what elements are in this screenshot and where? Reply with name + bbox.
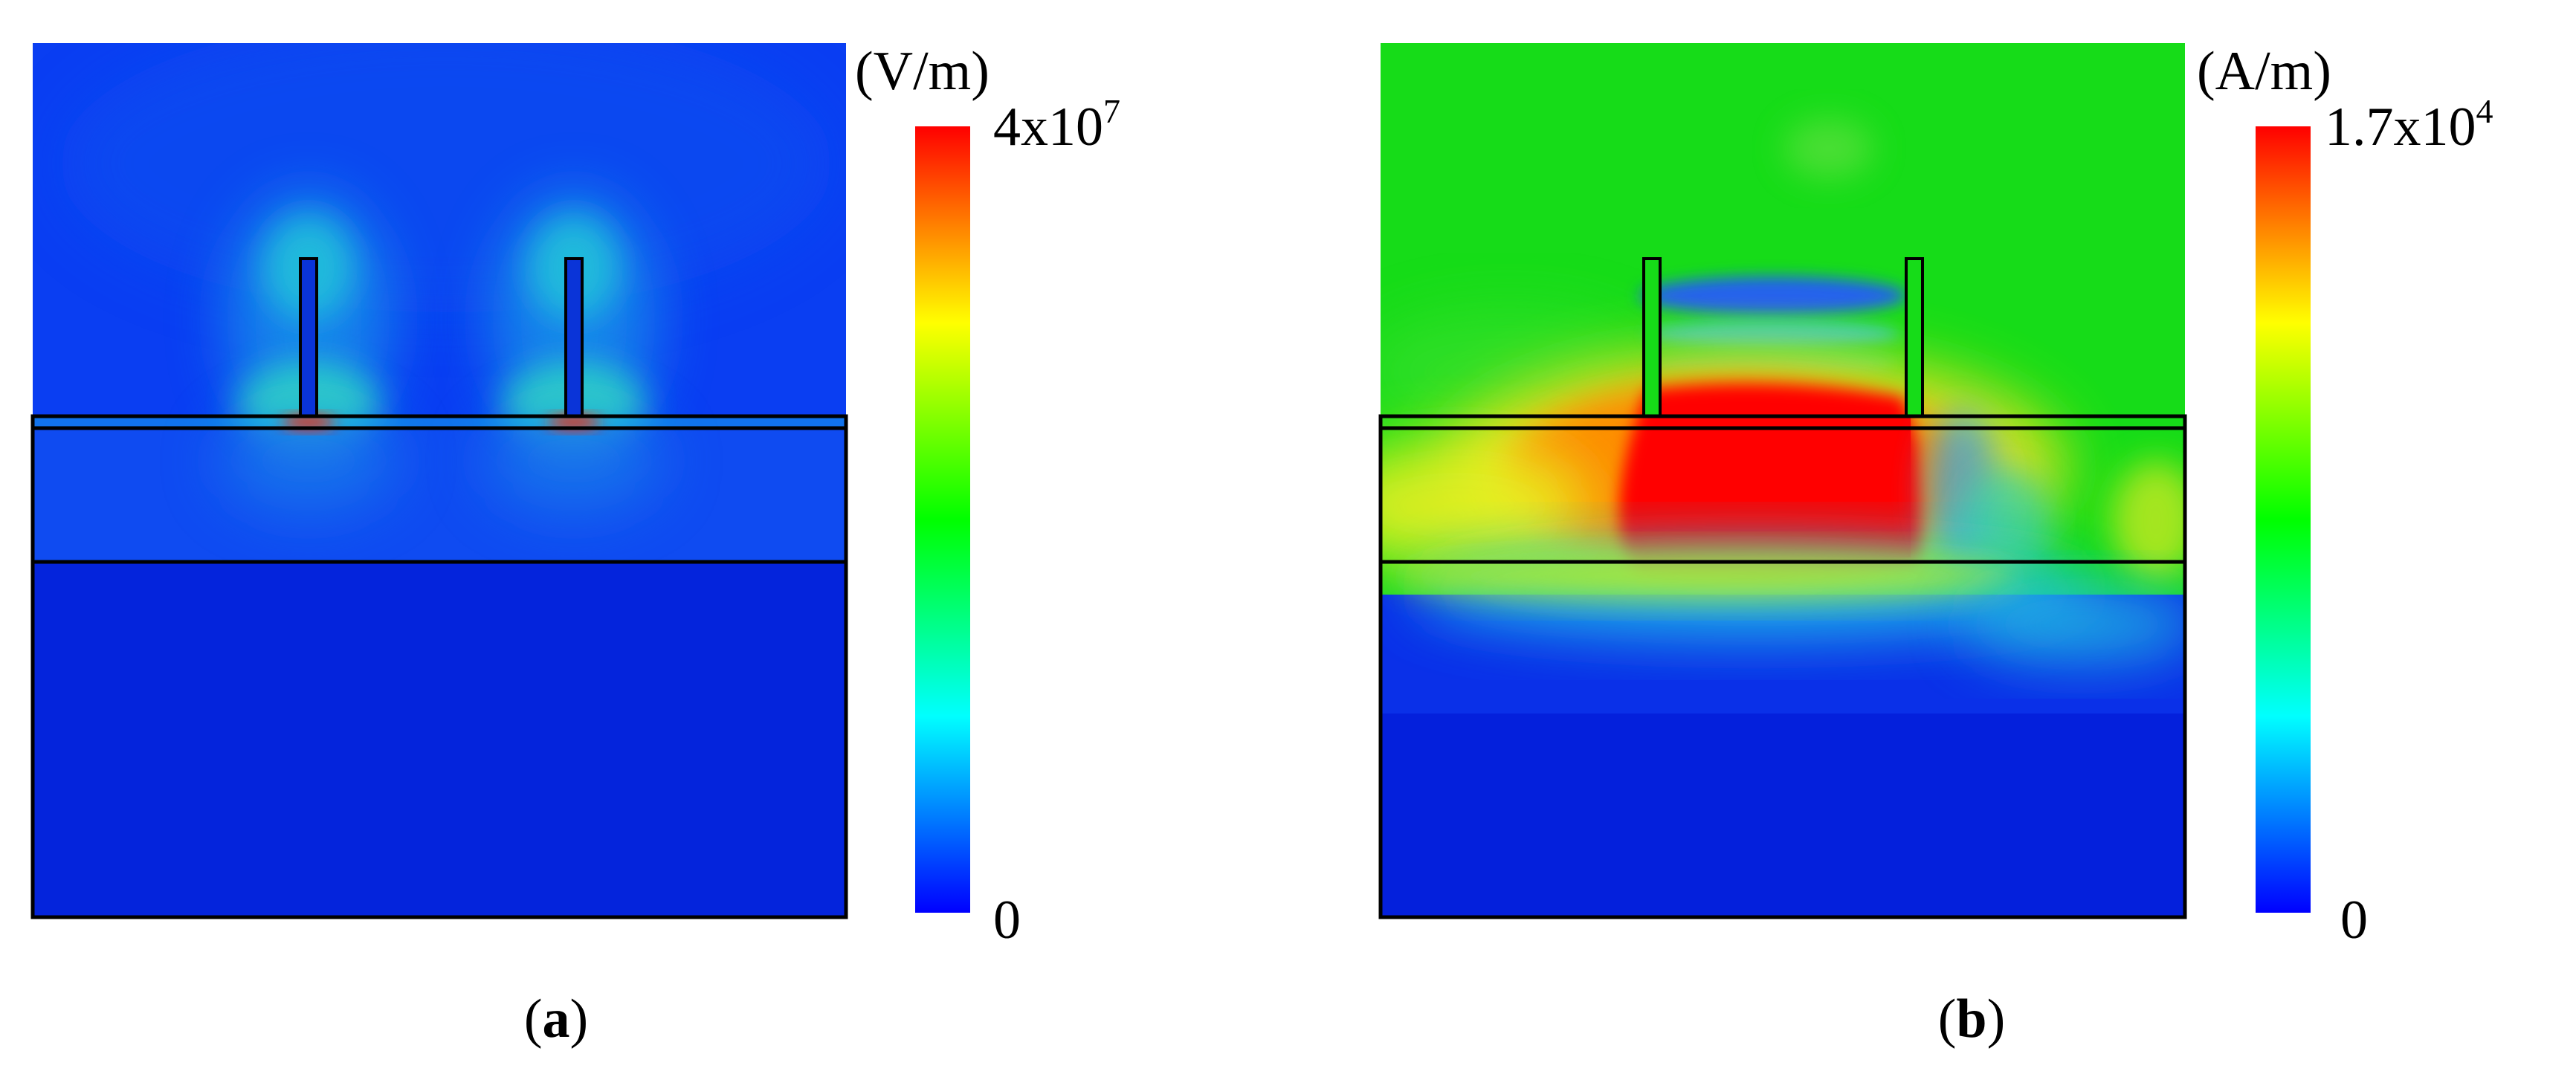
- panel-a-field-map: [33, 43, 846, 917]
- colorbar-max-label: 4x107: [993, 92, 1120, 158]
- panel-b-field-map: [1381, 43, 2185, 917]
- colorbar-unit-label: (V/m): [855, 41, 990, 102]
- colorbar-gradient: [915, 126, 970, 913]
- colorbar-max-label: 1.7x104: [2325, 92, 2493, 158]
- colorbar-unit-label: (A/m): [2197, 41, 2331, 102]
- colorbar-min-label: 0: [993, 890, 1021, 951]
- panel-a-colorbar: (V/m) 4x107 0: [855, 41, 1120, 951]
- colorbar-gradient: [2256, 126, 2311, 913]
- panel-b-caption: (b): [1938, 989, 2005, 1049]
- panel-b-geometry-outline: [1378, 414, 2187, 919]
- panel-a: (V/m) 4x107 0 (a): [30, 41, 1120, 1049]
- colorbar-min-label: 0: [2340, 890, 2368, 951]
- panel-a-geometry-outline: [30, 414, 848, 919]
- panel-b-colorbar: (A/m) 1.7x104 0: [2197, 41, 2493, 951]
- panel-b: (A/m) 1.7x104 0 (b): [1378, 41, 2493, 1049]
- panel-a-caption: (a): [524, 989, 588, 1049]
